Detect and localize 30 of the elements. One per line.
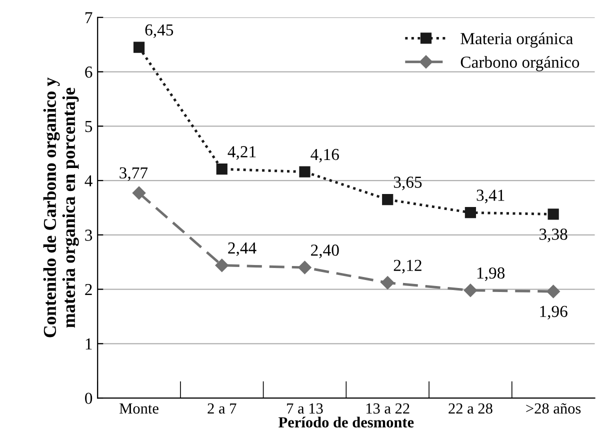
data-label: 3,77 [120,167,148,181]
y-tick-label: 7 [86,12,92,24]
x-tick-label: Monte [120,403,158,414]
x-tick-label: 2 a 7 [208,403,236,414]
y-tick-label: 4 [84,175,92,186]
data-label: 4,16 [310,148,339,163]
y-tick-label: 0 [85,392,92,404]
data-label: 4,21 [228,146,256,160]
legend-label: Carbono orgánico [460,56,580,72]
x-tick-label: 13 a 22 [366,403,410,414]
data-label: 2,12 [394,260,422,274]
legend-label: Materia orgánica [460,32,574,48]
x-tick-label: >28 años [526,403,581,414]
data-label: 3,65 [394,176,422,190]
data-label: 2,40 [311,244,339,258]
y-axis-title: Contenido de Carbono organico y materia organica en porcentaje [43,77,79,338]
x-tick-label: 7 a 13 [287,403,323,414]
data-label: 3,38 [540,228,568,242]
x-tick-label: 22 a 28 [448,403,492,414]
data-label: 1,96 [540,306,568,320]
y-tick-label: 5 [85,121,92,132]
y-tick-label: 3 [85,230,92,241]
data-label: 6,45 [145,24,174,38]
data-label: 2,44 [228,242,256,256]
data-label: 3,41 [476,190,504,204]
y-tick-label: 6 [85,66,92,78]
y-tick-label: 2 [85,284,92,296]
y-tick-label: 1 [86,338,92,350]
x-axis-title: Período de desmonte [278,416,414,428]
data-label: 1,98 [477,267,505,282]
